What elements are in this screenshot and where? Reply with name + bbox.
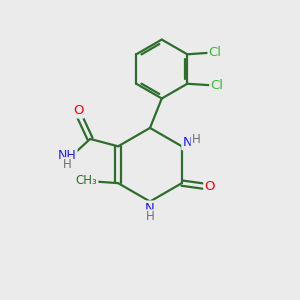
- Text: H: H: [63, 158, 72, 171]
- Text: NH: NH: [58, 149, 76, 162]
- Text: H: H: [146, 210, 154, 223]
- Text: O: O: [73, 104, 84, 118]
- Text: Cl: Cl: [208, 46, 221, 59]
- Text: CH₃: CH₃: [76, 174, 98, 187]
- Text: Cl: Cl: [210, 79, 223, 92]
- Text: N: N: [182, 136, 192, 149]
- Text: O: O: [204, 180, 215, 193]
- Text: N: N: [145, 202, 155, 214]
- Text: H: H: [192, 133, 200, 146]
